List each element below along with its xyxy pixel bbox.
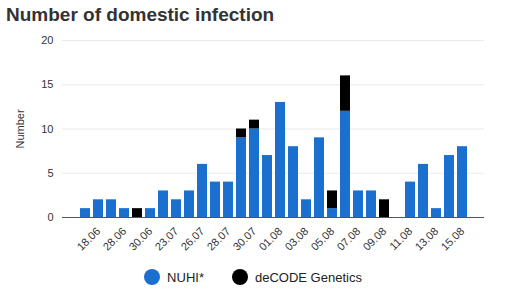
svg-text:05.08: 05.08 bbox=[308, 225, 336, 253]
svg-text:20: 20 bbox=[41, 34, 53, 46]
svg-text:01.08: 01.08 bbox=[256, 225, 284, 253]
svg-text:15: 15 bbox=[41, 78, 53, 90]
svg-text:09.08: 09.08 bbox=[360, 225, 388, 253]
svg-text:26.07: 26.07 bbox=[178, 225, 206, 253]
svg-text:Number: Number bbox=[14, 109, 26, 148]
svg-text:15.08: 15.08 bbox=[438, 225, 466, 253]
svg-text:30.07: 30.07 bbox=[230, 225, 258, 253]
svg-text:18.06: 18.06 bbox=[74, 225, 102, 253]
svg-text:13.08: 13.08 bbox=[412, 225, 440, 253]
svg-text:07.08: 07.08 bbox=[334, 225, 362, 253]
svg-text:28.07: 28.07 bbox=[204, 225, 232, 253]
html-text:deCODE Genetics: deCODE Genetics bbox=[255, 269, 362, 285]
svg-text:11.08: 11.08 bbox=[387, 225, 414, 252]
svg-text:30.06: 30.06 bbox=[126, 225, 154, 253]
svg-text:0: 0 bbox=[47, 211, 53, 223]
svg-text:03.08: 03.08 bbox=[282, 225, 310, 253]
svg-text:23.07: 23.07 bbox=[152, 225, 180, 253]
html-text:NUHI*: NUHI* bbox=[167, 269, 204, 285]
svg-text:28.06: 28.06 bbox=[100, 225, 128, 253]
svg-text:10: 10 bbox=[41, 123, 53, 135]
svg-text:5: 5 bbox=[47, 167, 53, 179]
html-text:Number of domestic infection: Number of domestic infection bbox=[6, 4, 275, 25]
